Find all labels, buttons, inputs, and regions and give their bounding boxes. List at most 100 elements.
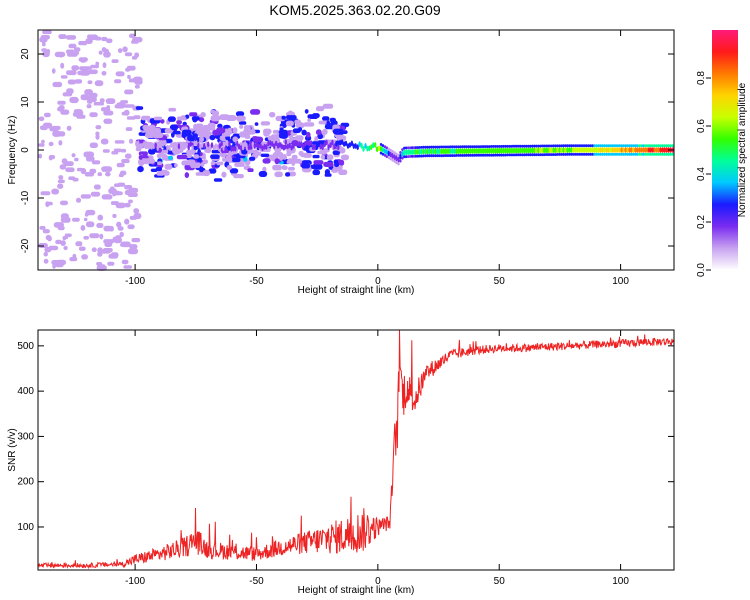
spectrogram-cell bbox=[410, 154, 414, 158]
spectrogram-cell bbox=[651, 152, 655, 156]
spectrogram-cell bbox=[453, 145, 456, 149]
spectrogram-cell bbox=[541, 153, 544, 157]
spectrogram-cell bbox=[80, 194, 91, 199]
spectrogram-cell bbox=[541, 144, 544, 148]
spectrogram-cell bbox=[537, 144, 540, 148]
snr-x-tick-label: -100 bbox=[125, 576, 145, 587]
spectrogram-cell bbox=[414, 149, 418, 155]
snr-x-tick-label: -50 bbox=[249, 576, 264, 587]
spectrogram-cell bbox=[216, 144, 220, 150]
spectrogram-cell bbox=[496, 153, 499, 157]
spectrogram-cell bbox=[335, 140, 338, 147]
spectrogram-cell bbox=[339, 139, 342, 146]
spectrogram-cell bbox=[340, 154, 350, 161]
spectrogram-cell bbox=[620, 152, 623, 156]
spectrogram-cell bbox=[405, 149, 408, 156]
spectrogram-cell bbox=[669, 144, 672, 148]
spectrogram-cell bbox=[236, 140, 239, 147]
spectrogram-y-tick-label: 0 bbox=[20, 147, 31, 153]
spectrogram-cell bbox=[42, 30, 52, 35]
spectrogram-cell bbox=[248, 149, 259, 154]
spectrogram-cell bbox=[60, 109, 70, 115]
spectrogram-cell bbox=[320, 154, 326, 160]
spectrogram-cell bbox=[65, 35, 77, 40]
colorbar-tick-label: 0.8 bbox=[696, 71, 707, 85]
spectrogram-cell bbox=[112, 236, 117, 242]
spectrogram-cell bbox=[352, 143, 355, 149]
spectrogram-cell bbox=[657, 144, 660, 148]
spectrogram-cell bbox=[231, 157, 241, 163]
spectrogram-cell bbox=[187, 144, 190, 151]
spectrogram-cell bbox=[608, 152, 612, 156]
spectrogram-cell bbox=[294, 140, 297, 147]
spectrogram-cell bbox=[191, 145, 194, 152]
snr-x-tick-label: 50 bbox=[494, 576, 506, 587]
spectrogram-cell bbox=[498, 153, 501, 157]
spectrogram-y-tick-label: 20 bbox=[20, 48, 31, 60]
spectrogram-cell bbox=[574, 147, 577, 153]
spectrogram-cell bbox=[95, 133, 100, 140]
spectrogram-cell bbox=[432, 148, 435, 155]
spectrogram-cell bbox=[667, 144, 670, 148]
spectrogram-cell bbox=[546, 144, 550, 148]
spectrogram-cell bbox=[436, 145, 439, 149]
spectrogram-cell bbox=[90, 64, 99, 69]
spectrogram-cell bbox=[459, 148, 462, 154]
spectrogram-cell bbox=[436, 148, 439, 155]
spectrogram-cell bbox=[78, 246, 86, 251]
spectrogram-cell bbox=[252, 136, 258, 141]
spectrogram-cell bbox=[42, 122, 53, 129]
spectrogram-cell bbox=[196, 123, 204, 128]
snr-frame bbox=[37, 329, 675, 571]
spectrogram-cell bbox=[638, 152, 641, 156]
spectrogram-cell bbox=[358, 141, 361, 147]
spectrogram-cell bbox=[212, 144, 216, 151]
spectrogram-cell bbox=[665, 152, 668, 156]
spectrogram-cell bbox=[474, 145, 478, 149]
spectrogram-cell bbox=[79, 69, 91, 76]
spectrogram-cell bbox=[640, 147, 643, 153]
spectrogram-cell bbox=[298, 141, 301, 148]
spectrogram-cell bbox=[480, 153, 484, 157]
spectrogram-cell bbox=[98, 50, 103, 55]
spectrogram-cell bbox=[591, 147, 594, 153]
spectrogram-cell bbox=[107, 261, 115, 266]
spectrogram-cell bbox=[554, 144, 557, 148]
spectrogram-cell bbox=[426, 154, 429, 158]
spectrogram-cell bbox=[123, 265, 132, 269]
spectrogram-cell bbox=[506, 153, 509, 157]
spectrogram-cell bbox=[69, 96, 79, 104]
spectrogram-cell bbox=[554, 147, 557, 154]
spectrogram-cell bbox=[546, 147, 550, 154]
spectrogram-cell bbox=[473, 145, 476, 149]
spectrogram-cell bbox=[607, 144, 610, 148]
spectrogram-cell bbox=[393, 159, 396, 163]
spectrogram-cell bbox=[166, 144, 169, 151]
spectrogram-cell bbox=[88, 69, 98, 75]
spectrogram-cell bbox=[360, 142, 363, 149]
spectrogram-cell bbox=[91, 247, 97, 252]
spectrogram-x-ticks: -100 -50 0 50 100 bbox=[125, 30, 629, 287]
spectrogram-cell bbox=[408, 149, 412, 156]
spectrogram-cell bbox=[226, 140, 229, 147]
spectrogram-cell bbox=[66, 70, 77, 76]
spectrogram-cell bbox=[96, 265, 107, 271]
spectrogram-cell bbox=[281, 165, 287, 170]
spectrogram-cell bbox=[133, 208, 140, 214]
spectrogram-cell bbox=[616, 147, 620, 153]
spectrogram-cell bbox=[348, 142, 352, 148]
spectrogram-cell bbox=[599, 147, 602, 153]
spectrogram-cell bbox=[245, 125, 251, 131]
spectrogram-cell bbox=[65, 167, 75, 173]
spectrogram-cell bbox=[577, 144, 581, 148]
spectrogram-cell bbox=[581, 144, 585, 148]
spectrogram-cell bbox=[52, 81, 63, 88]
spectrogram-cell bbox=[434, 145, 437, 149]
spectrogram-cell bbox=[653, 144, 656, 148]
spectrogram-cell bbox=[43, 258, 49, 264]
spectrogram-cell bbox=[441, 154, 445, 158]
spectrogram-cell bbox=[105, 171, 111, 177]
spectrogram-cell bbox=[40, 191, 51, 196]
spectrogram-cell bbox=[103, 118, 113, 124]
spectrogram-cell bbox=[572, 147, 575, 153]
